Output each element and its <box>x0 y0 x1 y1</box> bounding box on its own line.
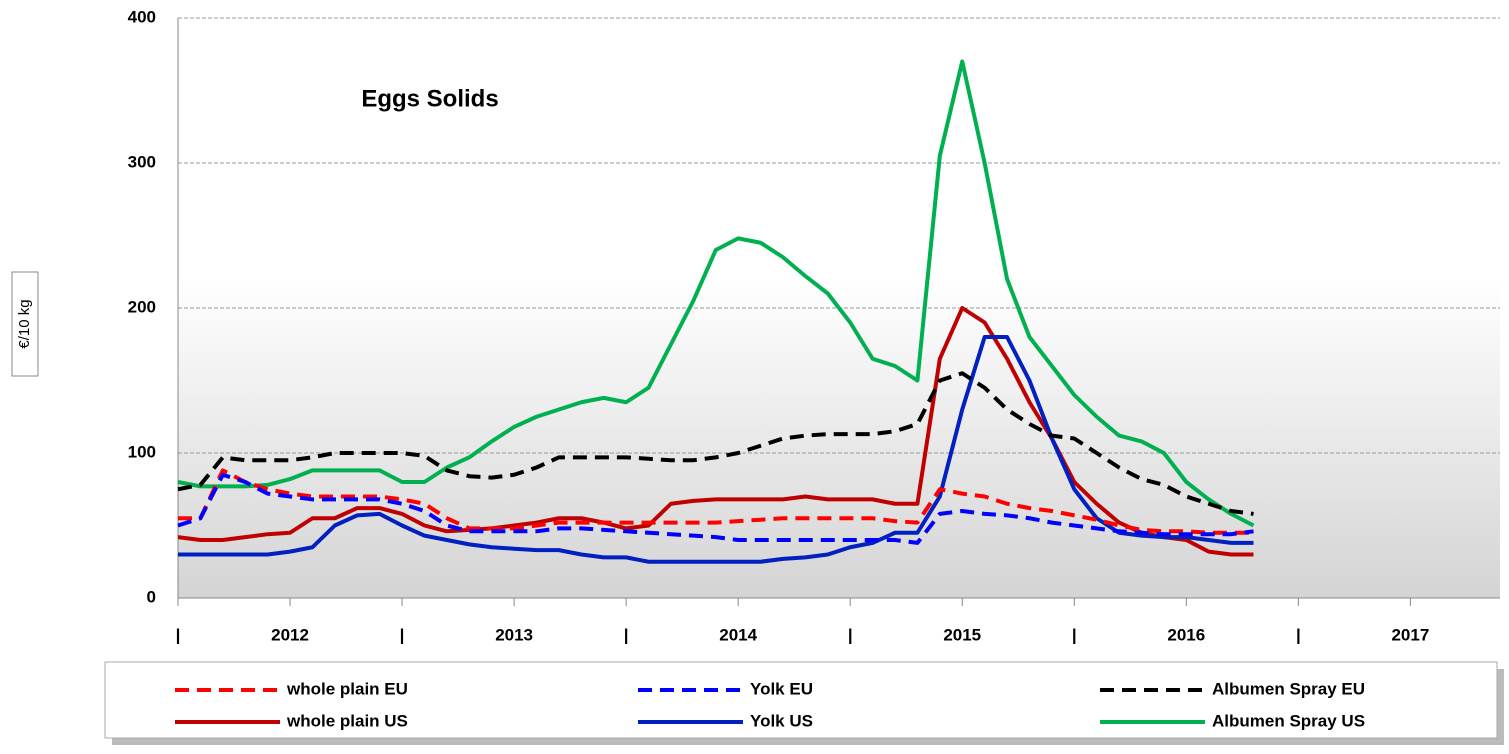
x-tick-label: 2014 <box>719 625 757 644</box>
legend <box>104 661 1498 739</box>
legend-label: Albumen Spray US <box>1212 711 1365 730</box>
legend-label: Yolk US <box>750 711 813 730</box>
x-tick-label: | <box>624 625 629 644</box>
y-tick-label: 400 <box>128 7 156 26</box>
series-line <box>178 468 1254 535</box>
y-axis-label: €/10 kg <box>16 299 33 348</box>
x-tick-label: | <box>176 625 181 644</box>
legend-label: whole plain US <box>286 711 408 730</box>
series-line <box>177 59 1255 528</box>
series-line <box>177 371 1254 516</box>
x-tick-label: 2013 <box>495 625 533 644</box>
x-tick-label: 2016 <box>1167 625 1205 644</box>
y-tick-label: 300 <box>128 152 156 171</box>
y-tick-label: 0 <box>147 587 156 606</box>
x-tick-label: 2017 <box>1391 625 1429 644</box>
x-tick-label: 2015 <box>943 625 981 644</box>
y-tick-label: 200 <box>128 297 156 316</box>
x-tick-label: | <box>400 625 405 644</box>
x-tick-label: | <box>1296 625 1301 644</box>
legend-label: whole plain EU <box>286 679 408 698</box>
x-tick-label: | <box>1072 625 1077 644</box>
series-line <box>177 472 1254 545</box>
series-line <box>177 306 1254 557</box>
x-tick-label: | <box>848 625 853 644</box>
chart-title: Eggs Solids <box>361 85 498 112</box>
legend-label: Albumen Spray EU <box>1212 679 1365 698</box>
y-tick-label: 100 <box>128 442 156 461</box>
series-line <box>178 335 1254 564</box>
x-tick-label: 2012 <box>271 625 309 644</box>
legend-label: Yolk EU <box>750 679 813 698</box>
y-label-box <box>11 271 39 377</box>
